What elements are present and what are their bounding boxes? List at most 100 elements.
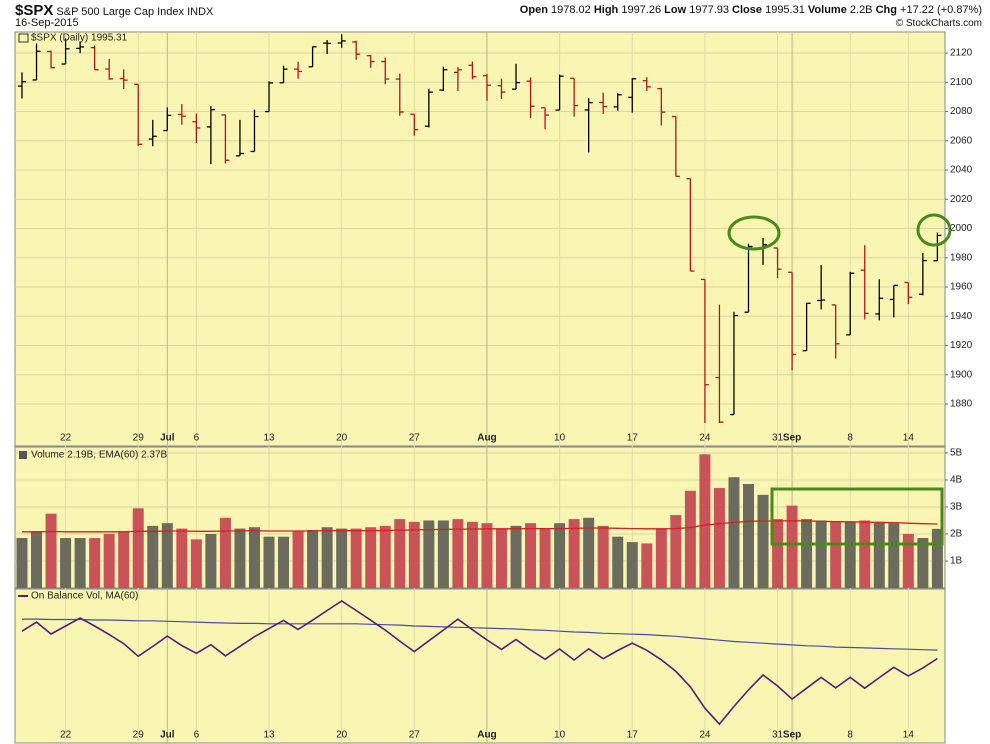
volume-bar: [321, 527, 333, 588]
volume-bar: [74, 538, 86, 588]
quote-label: High: [593, 4, 619, 16]
volume-bar: [597, 525, 609, 588]
obv-line: [22, 618, 938, 651]
volume-bar: [45, 513, 57, 588]
volume-bar: [292, 531, 304, 588]
y-tick-label: 3B: [950, 502, 963, 513]
volume-bar: [757, 494, 769, 588]
volume-bar: [16, 538, 28, 588]
highlight-ellipse: [727, 215, 781, 251]
x-tick-label: 31: [772, 730, 784, 741]
x-tick-label: 17: [627, 433, 639, 444]
x-tick-label: Aug: [477, 730, 496, 741]
volume-bar: [830, 521, 842, 588]
volume-bar: [466, 521, 478, 588]
x-tick-label: 13: [263, 730, 275, 741]
volume-bar: [815, 520, 827, 588]
volume-bar: [917, 538, 929, 588]
quote-value: 1978.02: [550, 4, 591, 16]
volume-bar: [336, 528, 348, 588]
quote-label: Chg: [875, 4, 897, 16]
volume-bar: [873, 521, 885, 588]
volume-bar: [699, 454, 711, 588]
volume-bar: [902, 533, 914, 588]
x-tick-label: 10: [554, 433, 566, 444]
quote-value: 1997.26: [621, 4, 662, 16]
x-tick-label: 6: [194, 433, 200, 444]
volume-bar: [612, 536, 624, 588]
x-tick-label: Aug: [477, 433, 496, 444]
volume-bar: [728, 477, 740, 588]
x-tick-label: 24: [699, 433, 711, 444]
volume-bar: [626, 542, 638, 588]
volume-bar: [234, 528, 246, 588]
y-tick-label: 5B: [950, 448, 963, 459]
x-tick-label: 13: [263, 433, 275, 444]
y-tick-label: 1960: [950, 282, 973, 293]
volume-bar: [786, 505, 798, 588]
quote-label: Low: [664, 4, 687, 16]
y-tick-label: 2080: [950, 106, 973, 117]
volume-bar: [452, 519, 464, 588]
x-tick-label: 20: [336, 433, 348, 444]
volume-bar: [510, 525, 522, 588]
obv-panel: [14, 588, 946, 744]
x-tick-label: 20: [336, 730, 348, 741]
volume-bar: [60, 538, 72, 588]
y-tick-label: 2B: [950, 529, 963, 540]
y-tick-label: 2120: [950, 48, 973, 59]
volume-bar: [278, 536, 290, 588]
volume-bar: [365, 527, 377, 588]
obv-legend: On Balance Vol, MA(60): [31, 591, 138, 602]
x-tick-label: 14: [903, 433, 915, 444]
volume-bar: [31, 531, 43, 588]
quote-value: 1995.31: [765, 4, 805, 16]
x-tick-label: 14: [903, 730, 915, 741]
quote-label: Close: [732, 4, 763, 16]
y-tick-label: 2020: [950, 194, 973, 205]
y-tick-label: 2100: [950, 77, 973, 88]
x-tick-label: 17: [627, 730, 639, 741]
legend-icon: [18, 33, 29, 43]
price-panel: [14, 31, 946, 447]
x-tick-label: 6: [194, 730, 200, 741]
y-tick-label: 1980: [950, 252, 973, 263]
volume-bar: [89, 538, 101, 588]
volume-bar: [554, 523, 566, 588]
y-tick-label: 1B: [950, 556, 963, 567]
volume-bar: [190, 539, 202, 588]
volume-bar: [670, 515, 682, 588]
highlight-box: [770, 487, 944, 546]
y-tick-label: 2000: [950, 223, 973, 234]
volume-bar: [263, 536, 275, 588]
ema-line: [22, 520, 938, 533]
index-name: S&P 500 Large Cap Index: [56, 6, 185, 18]
volume-legend: Volume 2.19B, EMA(60) 2.37B: [31, 450, 168, 461]
x-tick-label: 27: [409, 730, 421, 741]
volume-bar: [844, 521, 856, 588]
volume-bar: [539, 528, 551, 588]
x-tick-label: 27: [409, 433, 421, 444]
copyright: © StockCharts.com: [895, 18, 982, 29]
marks: 1880190019201940196019802000202020402060…: [16, 34, 973, 741]
obv-line: [21, 600, 938, 726]
legend-icon: [19, 451, 27, 459]
volume-bar: [350, 528, 362, 588]
volume-bar: [176, 528, 188, 588]
exchange: INDX: [187, 6, 214, 18]
volume-bar: [437, 520, 449, 588]
volume-bar: [118, 531, 130, 588]
volume-bar: [931, 528, 943, 588]
y-tick-label: 4B: [950, 475, 963, 486]
x-tick-label: 8: [847, 433, 853, 444]
x-tick-label: 8: [847, 730, 853, 741]
price-legend: $SPX (Daily) 1995.31: [31, 33, 128, 44]
date: 16-Sep-2015: [15, 17, 79, 29]
volume-bar: [495, 528, 507, 588]
volume-bar: [248, 527, 260, 588]
volume-bar: [132, 508, 144, 588]
volume-bar: [103, 533, 115, 588]
y-tick-label: 2040: [950, 165, 973, 176]
